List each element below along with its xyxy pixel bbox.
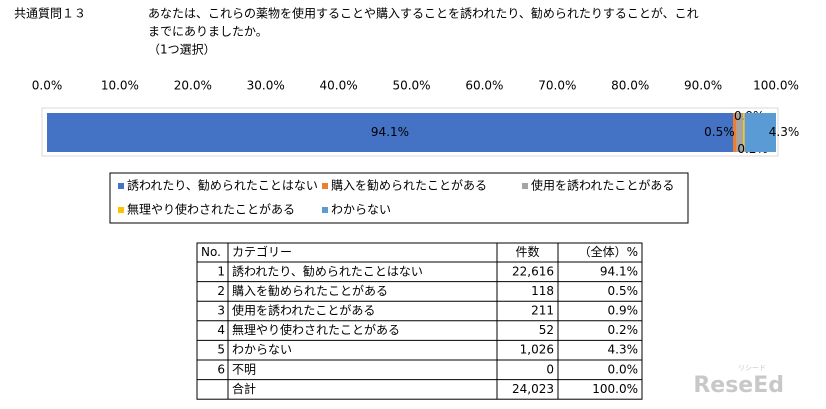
bar-segment	[744, 113, 776, 152]
x-tick-label: 50.0%	[392, 79, 430, 93]
table-cell: 0.9%	[608, 304, 639, 318]
table-cell: 0.2%	[608, 323, 639, 337]
x-tick-label: 80.0%	[611, 79, 649, 93]
table-cell: 94.1%	[600, 264, 638, 278]
legend-swatch	[118, 207, 124, 213]
watermark-sub: リシード	[738, 364, 766, 372]
legend-swatch	[522, 183, 528, 189]
table-cell: 使用を誘われたことがある	[232, 303, 375, 318]
table-cell: 3	[217, 304, 225, 318]
table-cell: 0	[546, 362, 554, 376]
x-tick-label: 20.0%	[174, 79, 212, 93]
question-text: あなたは、これらの薬物を使用することや購入することを誘われたり、勧められたりする…	[148, 6, 699, 21]
x-tick-label: 90.0%	[684, 79, 722, 93]
data-label: 0.5%	[704, 125, 735, 139]
table-cell: 118	[531, 284, 554, 298]
table-cell: 誘われたり、勧められたことはない	[232, 264, 423, 278]
question-number: 共通質問１３	[14, 6, 86, 21]
bar-segment	[743, 113, 745, 152]
x-tick-label: 10.0%	[101, 79, 139, 93]
question-text: （1つ選択）	[148, 43, 216, 57]
table-cell: 購入を勧められたことがある	[232, 283, 388, 298]
x-tick-label: 30.0%	[247, 79, 285, 93]
legend-label: 購入を勧められたことがある	[331, 178, 487, 193]
table-cell: 0.5%	[608, 284, 639, 298]
legend-swatch	[118, 183, 124, 189]
bar-segment	[47, 113, 733, 152]
table-total: 合計	[232, 381, 256, 396]
table-header: カテゴリー	[232, 244, 292, 259]
table-cell: 0.0%	[608, 362, 639, 376]
legend-label: 無理やり使わされたことがある	[127, 202, 295, 217]
table-header: No.	[201, 245, 221, 259]
data-label: 94.1%	[371, 125, 409, 139]
bar-segment	[736, 113, 744, 152]
x-tick-label: 60.0%	[465, 79, 503, 93]
bar-segment	[732, 113, 737, 152]
legend-label: わからない	[331, 203, 391, 217]
table-cell: 4.3%	[608, 343, 639, 357]
table-cell: 不明	[232, 362, 256, 376]
table-header: （全体）%	[579, 244, 638, 259]
x-tick-label: 40.0%	[320, 79, 358, 93]
data-label: 4.3%	[769, 125, 800, 139]
table-header: 件数	[515, 244, 539, 259]
table-total: 24,023	[512, 382, 554, 396]
table-cell: 2	[217, 284, 225, 298]
table-cell: 6	[217, 362, 225, 376]
plot-area	[41, 107, 779, 157]
watermark: ReseEd	[693, 373, 784, 398]
table-cell: 4	[217, 323, 225, 337]
legend-label: 誘われたり、勧められたことはない	[127, 179, 318, 193]
table-cell: わからない	[232, 343, 292, 357]
table-cell: 1	[217, 264, 225, 278]
legend-label: 使用を誘われたことがある	[531, 178, 674, 193]
table-cell: 1,026	[520, 343, 554, 357]
table-cell: 無理やり使わされたことがある	[232, 322, 400, 337]
legend-swatch	[322, 183, 328, 189]
table-cell: 211	[531, 304, 554, 318]
table-cell: 5	[217, 343, 225, 357]
legend-swatch	[322, 207, 328, 213]
x-tick-label: 100.0%	[753, 79, 799, 93]
question-text: までにありましたか。	[148, 25, 268, 39]
x-tick-label: 0.0%	[32, 79, 63, 93]
table-cell: 22,616	[512, 264, 554, 278]
table-cell: 52	[539, 323, 554, 337]
table-total: 100.0%	[592, 382, 638, 396]
legend-box	[109, 172, 689, 224]
x-tick-label: 70.0%	[538, 79, 576, 93]
